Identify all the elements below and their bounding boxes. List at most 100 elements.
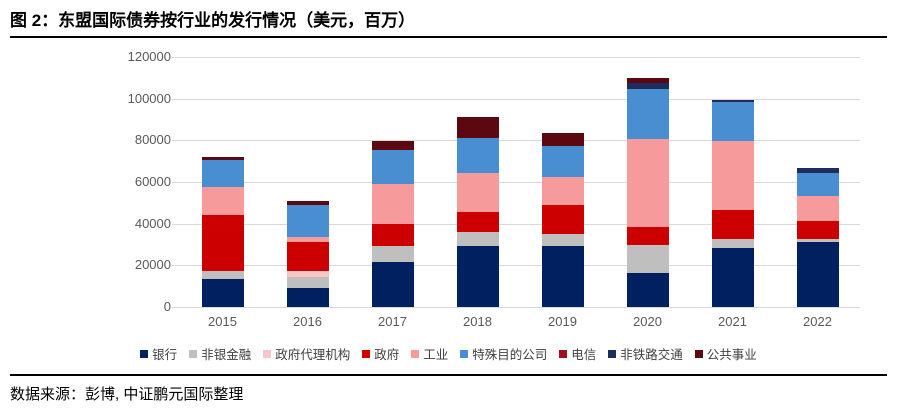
legend-swatch-icon — [460, 349, 469, 358]
bar-group[interactable] — [605, 57, 690, 307]
bar-segment[interactable] — [711, 101, 754, 142]
bar-segment[interactable] — [711, 239, 754, 248]
bar-segment[interactable] — [796, 195, 839, 221]
bar-segment[interactable] — [286, 242, 329, 271]
bar-segment[interactable] — [201, 278, 244, 307]
legend-swatch-icon — [140, 349, 149, 358]
bar-segment[interactable] — [286, 270, 329, 277]
bar-group[interactable] — [265, 57, 350, 307]
bar-segment[interactable] — [456, 138, 499, 173]
gridline — [180, 57, 860, 58]
legend-item[interactable]: 公共事业 — [694, 344, 757, 363]
bar-stack[interactable] — [541, 133, 584, 307]
bar-segment[interactable] — [796, 239, 839, 243]
legend-item[interactable]: 政府 — [362, 344, 399, 363]
legend-item[interactable]: 非铁路交通 — [608, 344, 683, 363]
bar-segment[interactable] — [711, 99, 754, 102]
bar-stack[interactable] — [201, 157, 244, 307]
legend-swatch-icon — [189, 349, 198, 358]
bar-segment[interactable] — [626, 272, 669, 307]
bar-segment[interactable] — [371, 149, 414, 185]
bar-stack[interactable] — [371, 141, 414, 307]
bar-segment[interactable] — [371, 223, 414, 246]
x-axis-tick-label: 2020 — [633, 314, 662, 329]
bar-group[interactable] — [775, 57, 860, 307]
bar-segment[interactable] — [541, 245, 584, 307]
bar-segment[interactable] — [626, 226, 669, 245]
chart-gridlines — [180, 57, 860, 308]
legend-item[interactable]: 特殊目的公司 — [460, 344, 547, 363]
bar-segment[interactable] — [456, 212, 499, 233]
page-title: 图 2：东盟国际债券按行业的发行情况（美元，百万） — [10, 11, 416, 30]
bar-group[interactable] — [350, 57, 435, 307]
legend-item-label: 政府 — [374, 348, 400, 362]
bar-segment[interactable] — [286, 288, 329, 307]
y-axis-tick-mark — [172, 223, 180, 225]
bar-segment[interactable] — [626, 139, 669, 227]
legend-item[interactable]: 政府代理机构 — [263, 344, 350, 363]
bar-stack[interactable] — [796, 168, 839, 307]
bar-segment[interactable] — [796, 172, 839, 196]
legend-swatch-icon — [694, 349, 703, 358]
bar-stack[interactable] — [711, 99, 754, 307]
bar-segment[interactable] — [541, 234, 584, 246]
bar-segment[interactable] — [796, 220, 839, 240]
bar-segment[interactable] — [541, 133, 584, 146]
x-axis-tick-label: 2017 — [378, 314, 407, 329]
bar-segment[interactable] — [456, 232, 499, 246]
bar-group[interactable] — [180, 57, 265, 307]
bar-segment[interactable] — [201, 215, 244, 271]
bar-segment[interactable] — [541, 145, 584, 177]
bar-group[interactable] — [690, 57, 775, 307]
bar-segment[interactable] — [371, 245, 414, 263]
legend-item[interactable]: 工业 — [411, 344, 448, 363]
chart-legend: 银行 非银金融 政府代理机构 政府 工业 特殊目的公司 电信 非铁路交通 公共事业 — [0, 344, 897, 363]
y-axis-tick-mark — [172, 57, 180, 58]
bar-segment[interactable] — [626, 83, 669, 90]
bar-segment[interactable] — [371, 262, 414, 307]
gridline — [180, 307, 860, 308]
bar-segment[interactable] — [626, 77, 669, 84]
bar-segment[interactable] — [456, 117, 499, 139]
legend-item-label: 非银金融 — [201, 348, 252, 362]
bar-segment[interactable] — [626, 89, 669, 140]
y-axis-tick-label: 80000 — [134, 132, 171, 148]
bar-stack[interactable] — [456, 117, 499, 307]
bar-segment[interactable] — [371, 141, 414, 150]
bar-group[interactable] — [435, 57, 520, 307]
bar-segment[interactable] — [541, 204, 584, 235]
bar-segment[interactable] — [796, 242, 839, 307]
legend-item[interactable]: 非银金融 — [189, 344, 251, 363]
legend-item[interactable]: 电信 — [559, 344, 596, 363]
bar-segment[interactable] — [456, 245, 499, 307]
bar-stack[interactable] — [626, 77, 669, 307]
bar-segment[interactable] — [456, 172, 499, 213]
bar-segment[interactable] — [371, 184, 414, 224]
bar-stack[interactable] — [286, 200, 329, 307]
gridline — [180, 98, 860, 100]
bar-segment[interactable] — [796, 168, 839, 173]
bar-segment[interactable] — [711, 247, 754, 307]
bar-segment[interactable] — [201, 160, 244, 188]
y-axis-tick-label: 120000 — [127, 49, 171, 64]
bar-segment[interactable] — [201, 187, 244, 216]
bar-segment[interactable] — [711, 141, 754, 211]
bar-segment[interactable] — [286, 276, 329, 289]
bar-segment[interactable] — [541, 176, 584, 205]
bar-segment[interactable] — [201, 270, 244, 279]
bar-segment[interactable] — [626, 244, 669, 273]
bar-segment[interactable] — [711, 210, 754, 240]
legend-swatch-icon — [362, 349, 371, 358]
bar-segment[interactable] — [286, 204, 329, 238]
x-axis-tick-label: 2016 — [293, 314, 322, 329]
bar-group[interactable] — [520, 57, 605, 307]
bar-segment[interactable] — [286, 200, 329, 205]
bar-segment[interactable] — [286, 237, 329, 243]
legend-item-label: 银行 — [152, 348, 178, 362]
x-axis-tick-label: 2019 — [548, 314, 577, 329]
bar-segment[interactable] — [201, 157, 244, 161]
legend-item-label: 非铁路交通 — [620, 348, 683, 362]
legend-item[interactable]: 银行 — [140, 344, 177, 363]
legend-item-label: 电信 — [571, 348, 597, 362]
